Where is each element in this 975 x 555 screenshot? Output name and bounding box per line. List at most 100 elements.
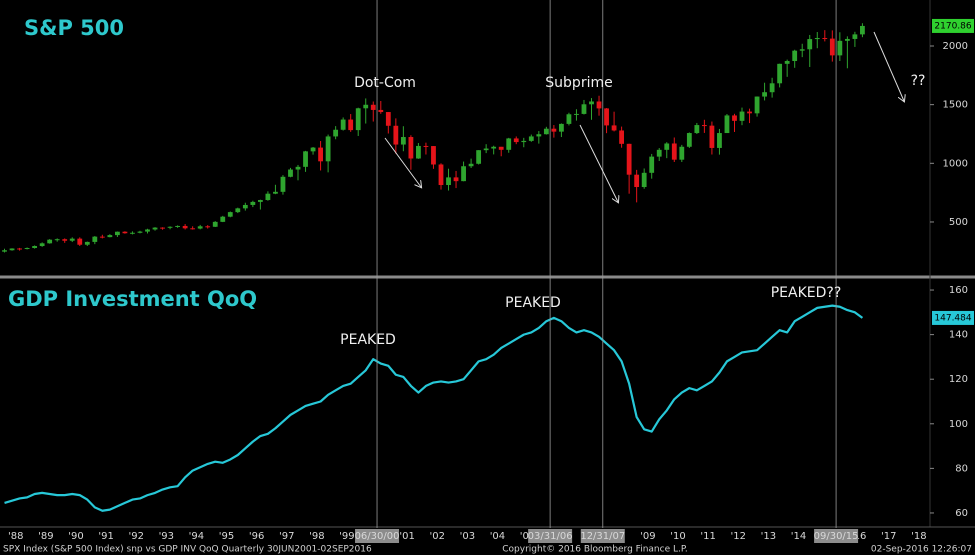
candle-body xyxy=(9,248,15,251)
annotation: Subprime xyxy=(545,75,612,91)
candle-body xyxy=(408,137,414,159)
candle-body xyxy=(837,40,843,56)
arrow xyxy=(384,137,421,187)
annotation: Dot-Com xyxy=(354,75,416,91)
x-tick-label: '13 xyxy=(761,531,776,542)
candle-body xyxy=(423,145,429,147)
x-tick-label: '10 xyxy=(670,531,685,542)
candle-body xyxy=(483,148,489,151)
candle-body xyxy=(769,83,775,93)
last-value-label: 147.484 xyxy=(934,313,971,323)
candle-body xyxy=(333,129,339,137)
candle-body xyxy=(130,232,135,234)
x-tick-label: '98 xyxy=(309,531,324,542)
marker-label-box xyxy=(814,529,859,543)
x-tick-label: '94 xyxy=(189,531,204,542)
top-title: S&P 500 xyxy=(24,16,124,40)
candle-body xyxy=(589,101,594,105)
candle-body xyxy=(257,200,263,202)
candle-body xyxy=(551,128,557,132)
candle-body xyxy=(145,229,150,232)
candle-body xyxy=(709,125,715,148)
candle-body xyxy=(77,238,83,245)
x-tick-label: '04 xyxy=(490,531,505,542)
y-tick-label: 2000 xyxy=(943,41,968,52)
candle-body xyxy=(671,143,677,160)
x-tick-label: '90 xyxy=(68,531,83,542)
candle-body xyxy=(822,38,828,40)
y-tick-label: 100 xyxy=(949,419,968,430)
candle-body xyxy=(24,248,30,250)
candle-body xyxy=(54,239,60,241)
x-tick-label: '92 xyxy=(128,531,143,542)
x-tick-label: '95 xyxy=(219,531,234,542)
y-tick-label: 500 xyxy=(949,217,968,228)
candle-body xyxy=(167,226,173,228)
x-tick-label: '02 xyxy=(429,531,444,542)
candle-body xyxy=(626,143,632,175)
x-tick-label: '01 xyxy=(399,531,414,542)
marker-label: 03/31/06 xyxy=(528,531,573,542)
candle-body xyxy=(784,61,790,64)
candle-body xyxy=(355,108,361,131)
candle-body xyxy=(701,125,707,127)
candle-body xyxy=(792,50,798,62)
candle-body xyxy=(107,235,113,238)
candle-body xyxy=(325,136,331,162)
candle-body xyxy=(32,246,38,249)
marker-label: 06/30/00 xyxy=(355,531,400,542)
plot-layer: 500 1000 1500 2000 2170.86 60 80 100 120 140 160 14… xyxy=(2,0,974,543)
x-tick-label: '14 xyxy=(791,531,806,542)
candle-body xyxy=(611,125,617,131)
candle-body xyxy=(318,147,323,162)
candle-body xyxy=(152,227,158,230)
candle-body xyxy=(378,109,384,113)
candle-body xyxy=(62,239,68,241)
x-tick-label: '16 xyxy=(851,531,866,542)
footer-right: 02-Sep-2016 12:26:07 xyxy=(871,545,972,555)
y-tick-label: 60 xyxy=(955,508,968,519)
arrow xyxy=(873,31,904,101)
annotation: PEAKED xyxy=(505,295,561,311)
candle-body xyxy=(273,191,278,194)
candle-body xyxy=(288,169,293,177)
bottom-title: GDP Investment QoQ xyxy=(8,287,257,311)
x-tick-label: '03 xyxy=(460,531,475,542)
candle-body xyxy=(724,115,730,134)
x-tick-label: '91 xyxy=(98,531,113,542)
x-tick-label: '99 xyxy=(339,531,354,542)
x-tick-label: '09 xyxy=(640,531,655,542)
candle-body xyxy=(363,104,369,109)
x-tick-label: '05 xyxy=(520,531,535,542)
candle-body xyxy=(182,225,188,229)
candle-body xyxy=(431,146,436,165)
annotation: PEAKED?? xyxy=(771,285,842,301)
candle-body xyxy=(265,193,271,201)
marker-label: 09/30/15 xyxy=(814,531,859,542)
x-tick-label: '89 xyxy=(38,531,53,542)
candle-body xyxy=(39,243,45,247)
y-tick-label: 1000 xyxy=(943,158,968,169)
candle-body xyxy=(521,140,527,143)
last-value-box xyxy=(932,310,974,325)
candle-body xyxy=(280,176,286,192)
candle-body xyxy=(17,248,22,250)
footer-left: SPX Index (S&P 500 Index) snp vs GDP INV… xyxy=(3,545,372,555)
candle-body xyxy=(212,221,218,227)
candle-body xyxy=(175,225,181,227)
candle-body xyxy=(227,212,233,217)
candle-body xyxy=(634,174,640,188)
candle-body xyxy=(619,130,625,144)
candle-body xyxy=(656,149,662,157)
candle-body xyxy=(348,119,354,131)
candle-body xyxy=(528,136,534,141)
candle-body xyxy=(641,172,647,188)
candle-body xyxy=(461,166,466,182)
candle-body xyxy=(468,163,474,167)
candle-body xyxy=(739,111,745,121)
candle-body xyxy=(340,119,346,130)
candle-body xyxy=(205,226,211,228)
x-tick-label: '88 xyxy=(8,531,23,542)
marker-label-box xyxy=(355,529,400,543)
candle-body xyxy=(506,138,512,150)
